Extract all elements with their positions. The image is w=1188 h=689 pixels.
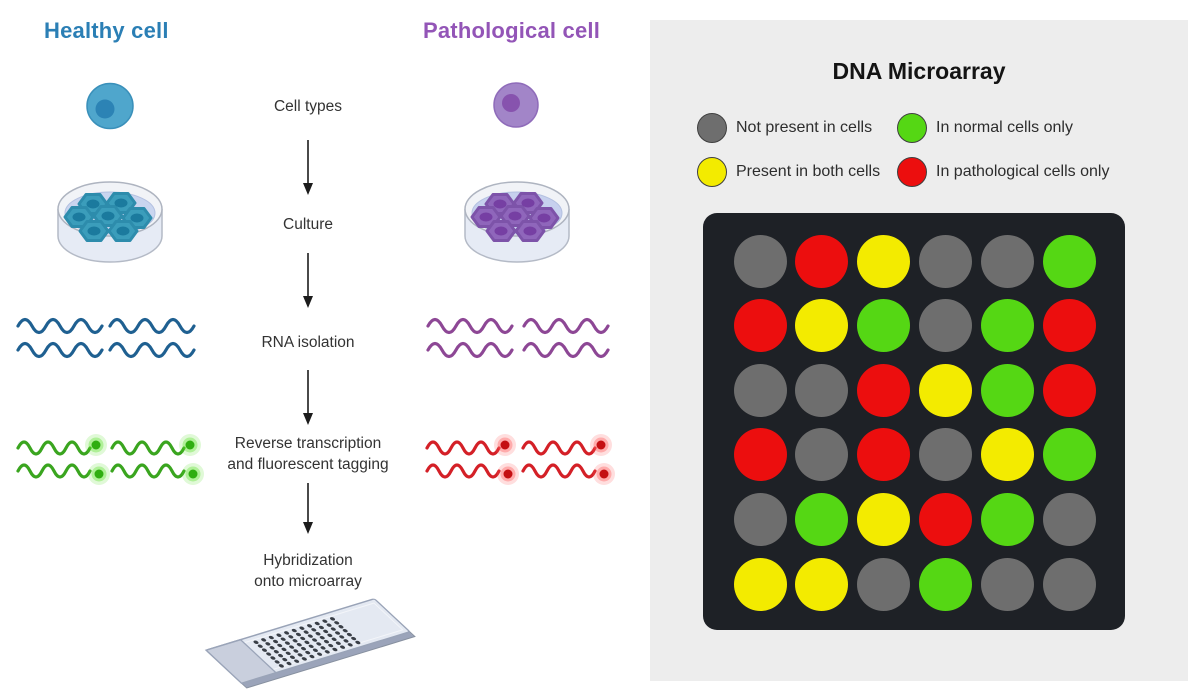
microarray-board — [703, 213, 1125, 630]
healthy-cell-title: Healthy cell — [44, 18, 169, 43]
pathological-cell-title: Pathological cell — [423, 18, 601, 43]
microarray-spot-r3c6 — [1042, 363, 1096, 417]
microarray-spot-r5c1 — [733, 492, 787, 546]
healthy-cell-illustration — [86, 82, 134, 130]
legend-item-not-present: Not present in cells — [697, 113, 872, 143]
workflow-arrow-3 — [303, 370, 313, 425]
microarray-spot-r3c3 — [857, 363, 911, 417]
microarray-spot-r5c6 — [1042, 492, 1096, 546]
workflow-step-rna-isolation: RNA isolation — [261, 334, 355, 351]
microarray-spot-r6c2 — [795, 557, 849, 611]
green-fluorescent-tag-dots — [85, 434, 204, 485]
microarray-spot-r6c1 — [733, 557, 787, 611]
microarray-spot-r3c5 — [980, 363, 1034, 417]
microarray-spot-r5c2 — [795, 492, 849, 546]
microarray-spot-r5c5 — [980, 492, 1034, 546]
legend-label: In pathological cells only — [936, 163, 1110, 180]
microarray-title: DNA Microarray — [832, 58, 1006, 84]
legend-green-dot-icon — [897, 113, 927, 143]
workflow-step-cell-types: Cell types — [273, 98, 343, 115]
microarray-spot-r2c2 — [795, 299, 849, 353]
microarray-spot-r1c1 — [733, 234, 787, 288]
pathological-tagged-cdna — [425, 434, 615, 485]
microarray-spot-r3c2 — [795, 363, 849, 417]
microarray-spot-r4c3 — [857, 428, 911, 482]
microarray-spot-r4c1 — [733, 428, 787, 482]
microarray-spot-r1c5 — [980, 234, 1034, 288]
microarray-slide-illustration — [204, 598, 416, 689]
microarray-spot-r6c6 — [1042, 557, 1096, 611]
red-fluorescent-tag-dots — [494, 434, 615, 485]
legend-label: Not present in cells — [736, 119, 873, 136]
microarray-spot-r2c6 — [1042, 299, 1096, 353]
microarray-spot-r6c3 — [857, 557, 911, 611]
workflow-step-reverse-transcription: Reverse transcription and fluorescent ta… — [227, 435, 389, 473]
workflow-step-hybridization: Hybridization onto microarray — [254, 552, 362, 590]
microarray-spot-r2c5 — [980, 299, 1034, 353]
legend-item-both-cells: Present in both cells — [697, 157, 880, 187]
microarray-spot-r1c6 — [1042, 234, 1096, 288]
pathological-culture-dish — [464, 181, 570, 263]
microarray-spot-r1c3 — [857, 234, 911, 288]
pathological-cell-illustration — [493, 82, 539, 128]
healthy-culture-dish — [57, 181, 163, 263]
healthy-rna-strands — [16, 317, 196, 359]
pathological-rna-strands — [426, 317, 610, 359]
microarray-spot-r2c4 — [918, 299, 972, 353]
microarray-spot-r1c2 — [795, 234, 849, 288]
legend-gray-dot-icon — [697, 113, 727, 143]
healthy-tagged-cdna — [16, 434, 204, 485]
legend-label: Present in both cells — [736, 163, 881, 180]
microarray-spot-r4c5 — [980, 428, 1034, 482]
legend-label: In normal cells only — [936, 119, 1073, 136]
microarray-panel: DNA Microarray Not present in cells In n… — [650, 20, 1188, 681]
workflow-step-culture: Culture — [283, 216, 333, 233]
microarray-spot-r3c4 — [918, 363, 972, 417]
microarray-spot-r4c6 — [1042, 428, 1096, 482]
microarray-spot-r2c1 — [733, 299, 787, 353]
microarray-spot-r4c4 — [918, 428, 972, 482]
workflow-arrow-2 — [303, 253, 313, 308]
microarray-spot-r5c3 — [857, 492, 911, 546]
microarray-spot-r6c5 — [980, 557, 1034, 611]
microarray-spot-r5c4 — [918, 492, 972, 546]
workflow-arrow-4 — [303, 483, 313, 534]
microarray-spot-r3c1 — [733, 363, 787, 417]
legend-item-normal-only: In normal cells only — [897, 113, 1073, 143]
microarray-spot-r4c2 — [795, 428, 849, 482]
microarray-spot-r1c4 — [918, 234, 972, 288]
microarray-spot-r6c4 — [918, 557, 972, 611]
workflow-arrow-1 — [303, 140, 313, 195]
legend-yellow-dot-icon — [697, 157, 727, 187]
legend-red-dot-icon — [897, 157, 927, 187]
microarray-spot-r2c3 — [857, 299, 911, 353]
legend-item-pathological-only: In pathological cells only — [897, 157, 1109, 187]
